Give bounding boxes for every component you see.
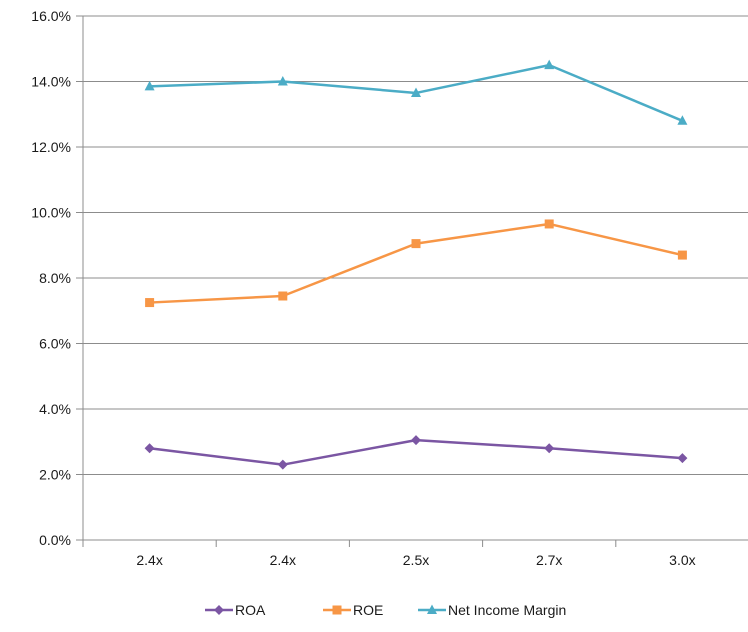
- legend-item: ROA: [205, 602, 266, 618]
- y-axis-tick-label: 16.0%: [31, 8, 71, 24]
- legend-item: Net Income Margin: [418, 602, 566, 618]
- data-point: [144, 443, 155, 454]
- x-axis-tick-label: 2.4x: [136, 552, 162, 568]
- data-point: [145, 298, 155, 308]
- y-axis-tick-label: 12.0%: [31, 139, 71, 155]
- y-axis-tick-label: 0.0%: [39, 532, 71, 548]
- data-point: [677, 250, 687, 260]
- legend-label: ROA: [235, 602, 266, 618]
- legend-swatch-marker: [427, 604, 437, 614]
- x-axis-tick-labels: 2.4x 2.4x 2.5x 2.7x 3.0x: [136, 552, 695, 568]
- y-axis-tick-label: 2.0%: [39, 467, 71, 483]
- data-point: [544, 59, 555, 70]
- x-axis-tick-label: 3.0x: [669, 552, 695, 568]
- data-point: [277, 459, 288, 470]
- x-axis-tick-label: 2.5x: [403, 552, 429, 568]
- data-point: [677, 453, 688, 464]
- data-point: [278, 291, 288, 301]
- grid-lines: [83, 15, 748, 475]
- y-axis-tick-label: 14.0%: [31, 74, 71, 90]
- y-axis-tick-label: 10.0%: [31, 205, 71, 221]
- y-axis-tick-label: 6.0%: [39, 336, 71, 352]
- y-axis-tick-label: 4.0%: [39, 401, 71, 417]
- legend-label: ROE: [353, 602, 383, 618]
- series-net-income-margin: [144, 59, 688, 125]
- y-axis-tick-labels: 0.0% 2.0% 4.0% 6.0% 8.0% 10.0% 12.0% 14.0% 16.0%: [31, 8, 71, 548]
- x-axis-tick-label: 2.7x: [536, 552, 562, 568]
- data-point: [544, 443, 555, 454]
- legend-label: Net Income Margin: [448, 602, 566, 618]
- data-point: [277, 76, 288, 86]
- data-point: [411, 435, 421, 446]
- x-axis-tick-label: 2.4x: [270, 552, 296, 568]
- axes: [76, 15, 748, 547]
- data-point: [411, 87, 421, 97]
- legend-item: ROE: [323, 602, 383, 618]
- series-roa: [144, 435, 688, 470]
- series: [144, 59, 688, 470]
- series-line: [149, 222, 683, 304]
- data-point: [544, 219, 554, 229]
- data-point: [144, 80, 155, 91]
- y-axis-tick-label: 8.0%: [39, 270, 71, 286]
- data-point: [677, 115, 688, 125]
- legend-swatch-marker: [332, 605, 342, 615]
- legend-swatch-marker: [214, 605, 224, 615]
- series-roe: [145, 219, 687, 308]
- data-point: [411, 239, 421, 249]
- legend: ROA ROE Net Income Margin: [205, 602, 566, 618]
